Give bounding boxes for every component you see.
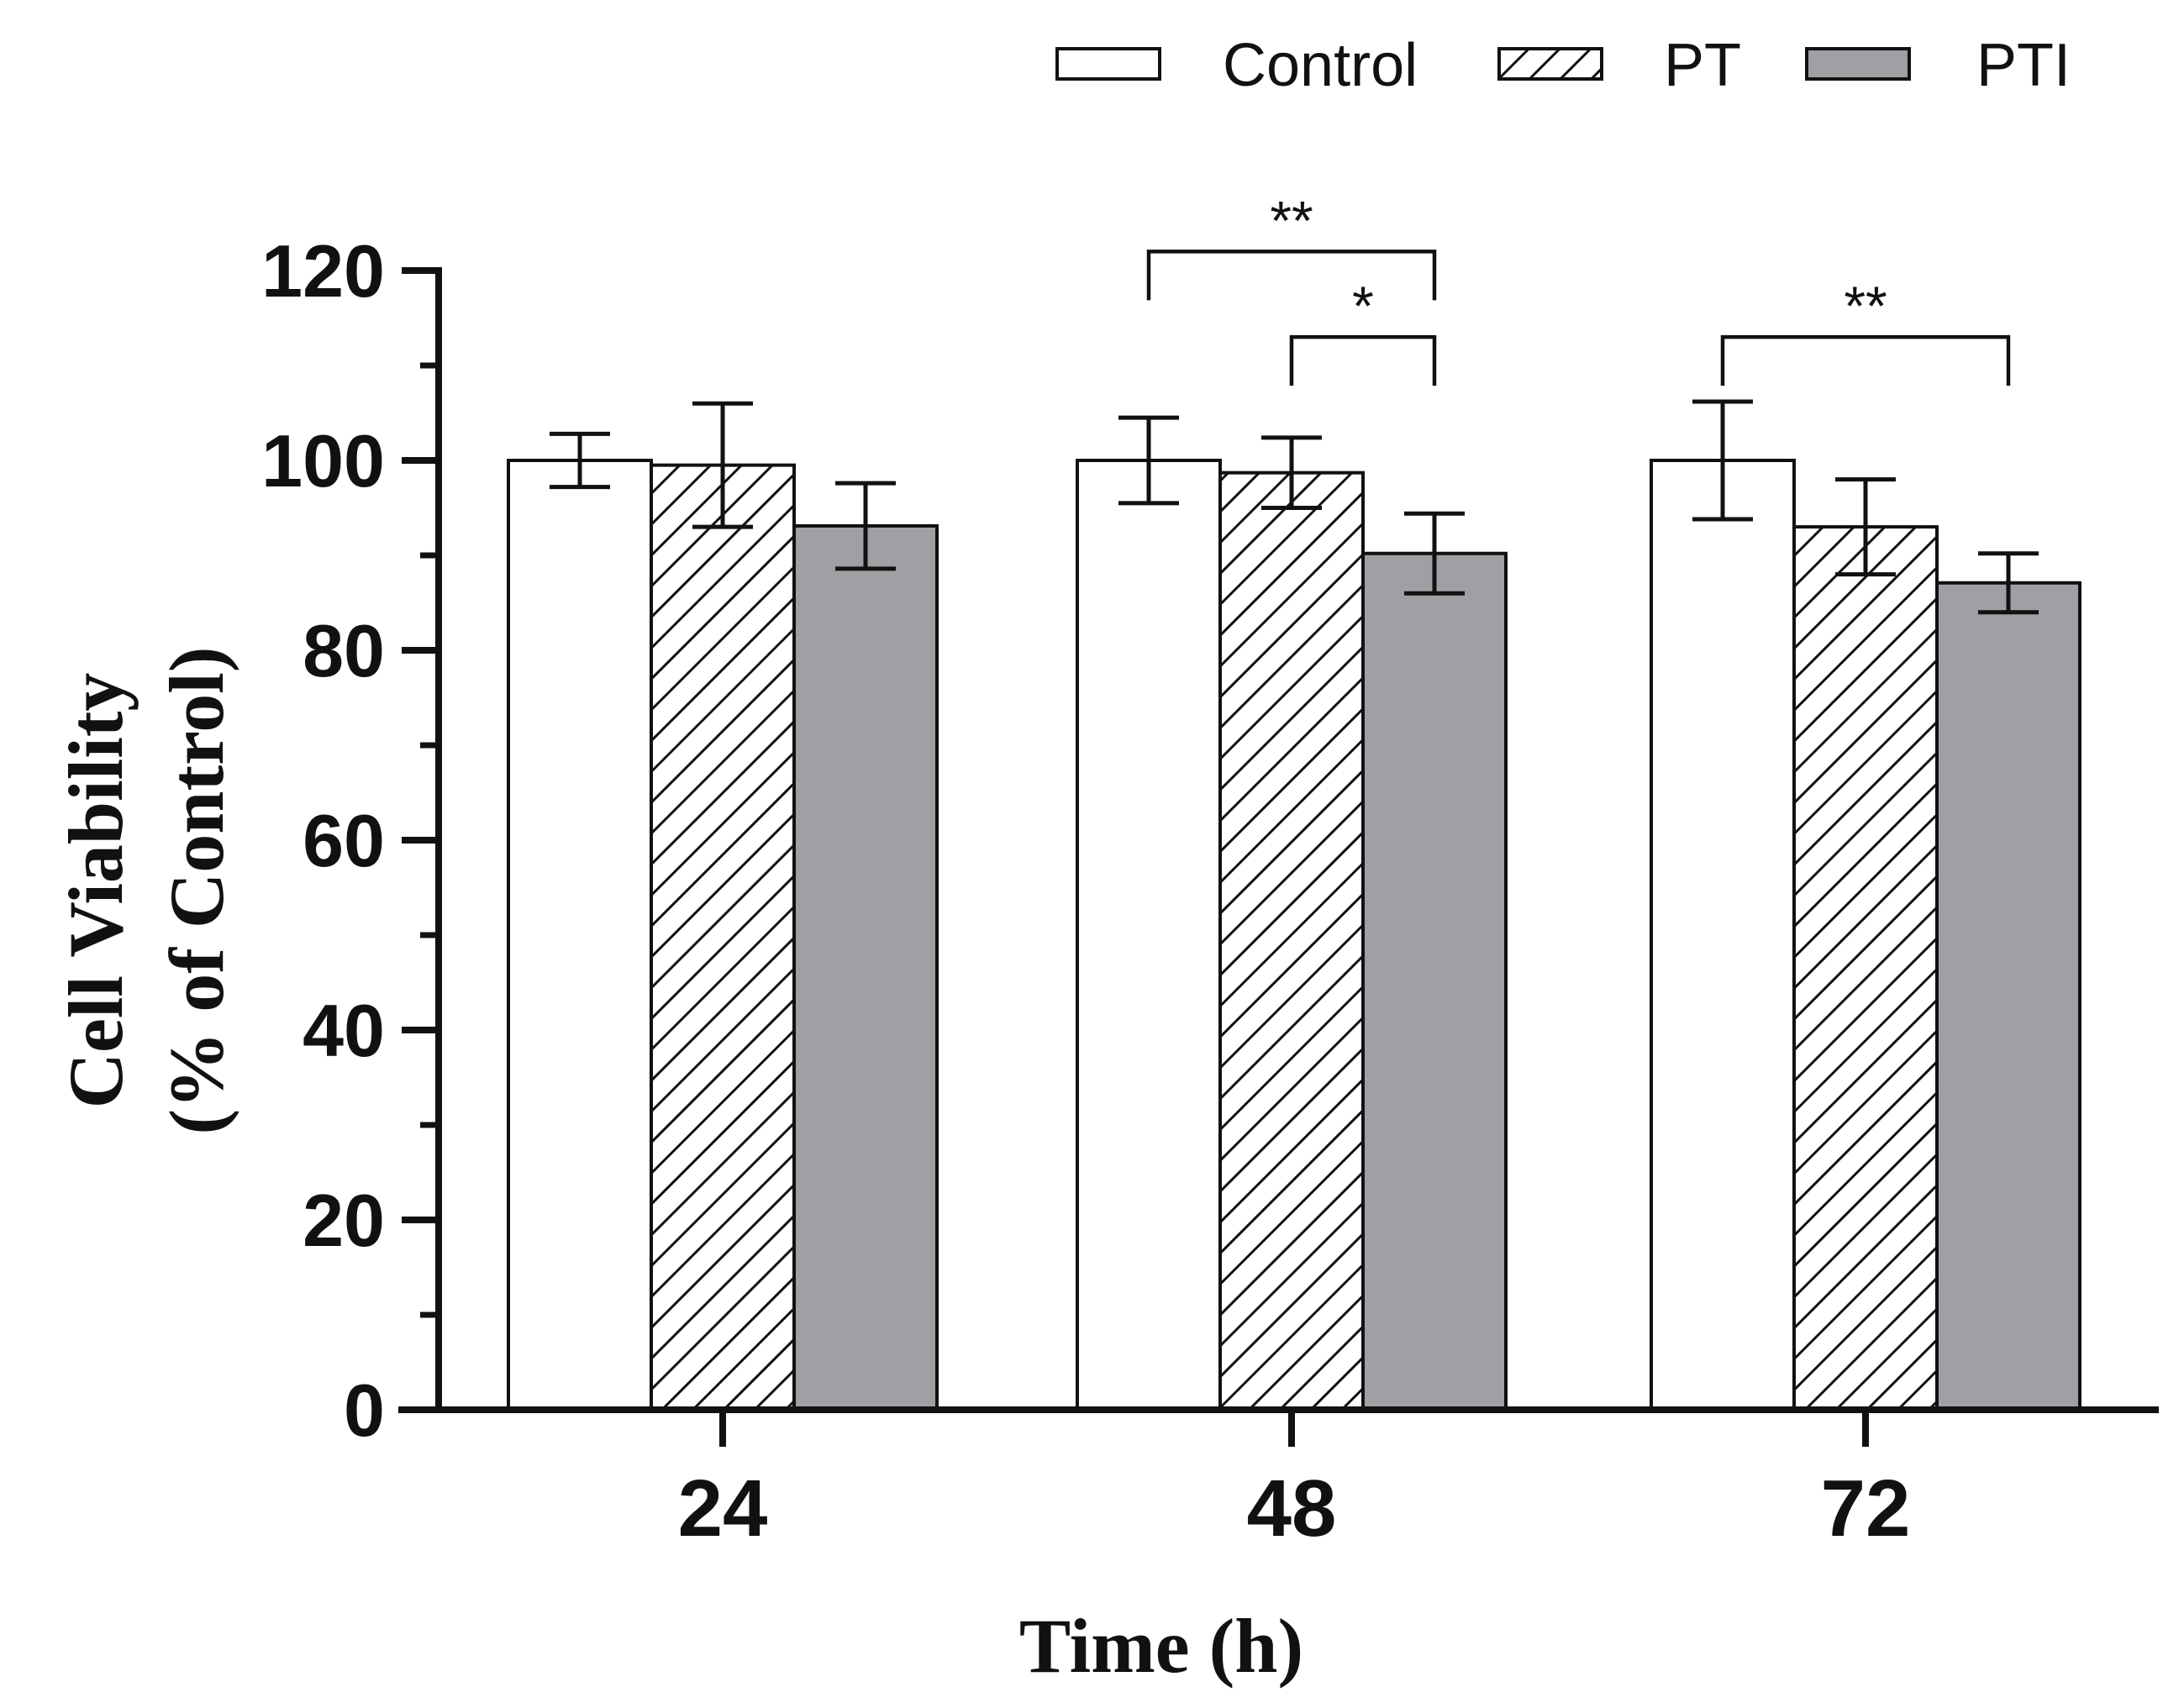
y-tick-label-80: 80 [303,609,385,692]
significance-label-1: ** [1270,189,1313,251]
error-bars-layer [550,399,2039,615]
bar-pt-72 [1792,525,1939,1411]
y-axis-title-line-1: Cell Viability [53,673,139,1109]
y-tick-label-0: 0 [344,1369,385,1452]
legend-item-pt: PT [1497,32,1741,99]
bar-control-24 [507,459,653,1411]
error-bar-pti-24 [835,481,896,571]
legend-item-control: Control [1055,32,1418,99]
axes-layer: 0 20 40 60 80 100 120 24 48 72 [261,229,2159,1553]
y-tick-label-40: 40 [303,989,385,1072]
significance-bracket-3 [1720,334,2011,386]
bar-pti-24 [792,523,939,1411]
legend-item-pti: PTI [1805,32,2071,99]
bar-control-48 [1076,459,1222,1411]
x-tick-label-24: 24 [678,1464,768,1553]
legend: Control PT PTI [1055,32,2071,99]
y-tick-label-20: 20 [303,1179,385,1262]
error-bar-control-48 [1118,415,1179,506]
y-tick-label-100: 100 [261,419,385,502]
bar-control-72 [1650,459,1796,1411]
bars-layer [507,459,2081,1412]
legend-swatch-control [1055,47,1161,81]
error-bar-pti-48 [1404,511,1465,596]
significance-bracket-2 [1289,334,1437,386]
bar-pti-48 [1361,551,1508,1411]
significance-bracket-1 [1146,250,1437,301]
legend-label-pt: PT [1664,32,1741,99]
error-bar-pt-24 [692,401,753,529]
x-axis-title: Time (h) [1019,1603,1303,1689]
bar-pt-48 [1218,470,1365,1412]
legend-label-pti: PTI [1976,32,2071,99]
legend-swatch-pt [1497,47,1603,81]
bar-pti-72 [1935,581,2081,1411]
significance-label-3: ** [1844,275,1887,337]
legend-swatch-pti [1805,47,1911,81]
y-tick-label-120: 120 [261,229,385,313]
significance-layer: *** ** [1146,189,2011,386]
y-tick-label-60: 60 [303,799,385,882]
error-bar-control-72 [1692,399,1753,522]
error-bar-pt-72 [1835,477,1896,577]
x-tick-label-72: 72 [1821,1464,1911,1553]
legend-label-control: Control [1223,32,1418,99]
y-axis-title-line-2: (% of Control) [154,647,239,1135]
error-bar-pti-72 [1978,551,2039,615]
error-bar-control-24 [550,431,610,490]
error-bar-pt-48 [1261,435,1322,510]
significance-label-2: * [1352,275,1374,337]
x-tick-label-48: 48 [1247,1464,1337,1553]
bar-pt-24 [650,463,796,1411]
